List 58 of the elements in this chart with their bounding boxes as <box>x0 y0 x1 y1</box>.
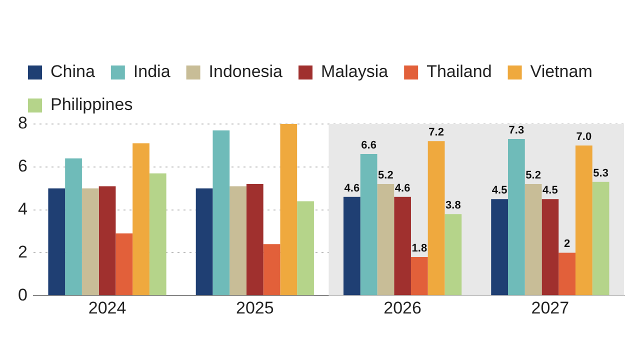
data-label: 6.6 <box>361 140 376 152</box>
data-label: 4.5 <box>492 184 508 197</box>
data-label: 5.2 <box>378 170 394 182</box>
bar <box>508 139 525 296</box>
bar <box>230 186 246 296</box>
y-tick-label: 8 <box>18 114 28 133</box>
legend-label: Thailand <box>426 62 492 82</box>
bar <box>82 188 99 296</box>
bar <box>558 252 576 296</box>
data-label: 5.3 <box>593 167 608 180</box>
bar <box>360 154 378 296</box>
bar <box>444 214 462 296</box>
x-tick-label: 2024 <box>88 298 126 318</box>
y-tick-label: 0 <box>18 285 28 304</box>
y-tick-label: 6 <box>18 156 28 176</box>
bar <box>246 184 264 296</box>
y-tick-label: 2 <box>18 242 28 262</box>
bar <box>410 256 428 296</box>
bar <box>297 201 314 296</box>
data-label: 3.8 <box>446 200 461 212</box>
bar <box>212 130 230 296</box>
data-label: 2 <box>564 238 570 250</box>
y-tick-label: 4 <box>18 199 28 218</box>
bar <box>542 199 559 296</box>
data-label: 4.6 <box>394 182 410 194</box>
x-tick-label: 2027 <box>531 298 570 318</box>
x-tick-label: 2026 <box>384 298 422 318</box>
bar <box>98 186 116 296</box>
data-label: 5.2 <box>526 170 541 182</box>
x-tick-label: 2025 <box>236 298 274 318</box>
legend-label: Vietnam <box>530 62 592 82</box>
bar <box>149 173 166 296</box>
bar <box>343 196 360 296</box>
data-label: 7.0 <box>576 130 592 143</box>
data-label: 7.3 <box>508 124 524 137</box>
bar <box>263 244 280 296</box>
bar <box>116 233 133 296</box>
data-label: 1.8 <box>412 242 428 255</box>
data-label: 4.5 <box>542 184 558 197</box>
bar <box>491 199 508 296</box>
bar <box>280 124 298 296</box>
legend-label: Philippines <box>50 95 133 114</box>
legend-label: India <box>133 62 171 82</box>
data-label: 4.6 <box>344 182 360 194</box>
bar <box>428 141 445 296</box>
legend-label: Malaysia <box>321 62 389 82</box>
bar <box>48 188 66 296</box>
bar <box>196 188 213 296</box>
bar <box>394 196 411 296</box>
bar <box>575 145 592 296</box>
bar <box>132 143 150 296</box>
bar <box>524 184 542 296</box>
bar <box>377 184 394 296</box>
bar <box>592 182 610 296</box>
data-label: 7.2 <box>428 126 444 139</box>
legend-label: China <box>50 62 96 82</box>
legend-label: Indonesia <box>208 62 284 82</box>
bar <box>65 158 82 296</box>
